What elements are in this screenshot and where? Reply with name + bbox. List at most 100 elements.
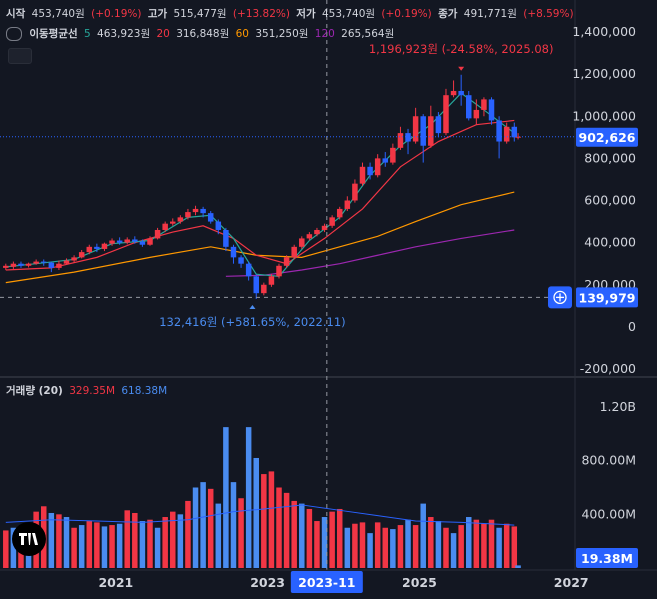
- candle-body: [177, 217, 184, 222]
- candle-body: [3, 265, 9, 268]
- candle-body: [40, 261, 47, 263]
- candle-body: [253, 276, 259, 294]
- candle-body: [496, 120, 502, 142]
- volume-bar: [147, 519, 153, 568]
- volume-bar: [458, 525, 464, 568]
- volume-bar: [139, 521, 146, 568]
- candle-body: [405, 133, 411, 142]
- volume-bar: [511, 526, 518, 568]
- plus-circle-icon: [553, 290, 567, 305]
- volume-bar: [185, 500, 191, 568]
- ma20-value: 316,848원: [176, 28, 230, 40]
- candle-body: [268, 276, 275, 285]
- volume-value-1: 329.35M: [69, 385, 116, 397]
- x-tick-label: 2021: [98, 575, 133, 590]
- candle-body: [124, 239, 130, 243]
- high-annotation: 1,196,923원 (-24.58%, 2025.08): [369, 42, 554, 56]
- open-change: (+0.19%): [91, 8, 142, 20]
- x-tick-label: 2023: [250, 575, 285, 590]
- link-icon[interactable]: [6, 27, 22, 41]
- candle-body: [238, 257, 244, 264]
- low-label: 저가: [296, 8, 316, 20]
- volume-bar: [63, 517, 70, 568]
- volume-tick-label: 1.20B: [600, 399, 636, 414]
- candle-body: [511, 126, 518, 138]
- volume-bar: [56, 514, 62, 568]
- volume-bar: [420, 503, 426, 568]
- low-marker-icon: [249, 304, 256, 309]
- candle-body: [86, 246, 93, 253]
- candle-body: [132, 239, 138, 242]
- crosshair-price-label: 139,979: [579, 290, 636, 305]
- candle-body: [450, 90, 457, 96]
- settings-gear-icon[interactable]: [8, 48, 32, 64]
- ma20-line: [5, 119, 515, 271]
- candle-body: [359, 166, 366, 184]
- current-price-tag: [576, 127, 638, 147]
- candle-body: [207, 213, 214, 222]
- candle-body: [329, 217, 335, 226]
- ma-legend-title: 이동평균선: [29, 28, 78, 40]
- volume-current-label: 19.38M: [581, 551, 633, 566]
- volume-bar: [428, 517, 434, 568]
- candle-body: [481, 99, 487, 110]
- price-tick-label: 800,000: [584, 150, 636, 165]
- close-label: 종가: [438, 8, 458, 20]
- candle-body: [261, 284, 267, 294]
- volume-bar: [374, 522, 381, 568]
- volume-bar: [109, 525, 115, 568]
- volume-bar: [192, 487, 199, 568]
- volume-bar: [359, 522, 366, 568]
- candle-body: [10, 263, 17, 267]
- candle-body: [33, 261, 39, 264]
- candle-body: [223, 229, 229, 247]
- ma120-period: 120: [314, 28, 335, 40]
- ma60-value: 351,250원: [255, 28, 309, 40]
- volume-tick-label: 400.00M: [581, 506, 636, 521]
- price-tick-label: 1,400,000: [572, 24, 636, 39]
- volume-bar: [116, 523, 123, 568]
- volume-bar: [503, 523, 510, 568]
- candle-body: [458, 90, 464, 96]
- volume-legend-title: 거래량 (20): [6, 385, 63, 397]
- candle-body: [71, 257, 77, 261]
- price-tick-label: 1,200,000: [572, 66, 636, 81]
- volume-bar: [336, 508, 343, 568]
- candle-body: [443, 95, 449, 134]
- candle-body: [321, 225, 328, 230]
- volume-bar: [515, 565, 521, 568]
- high-change: (+13.82%): [232, 8, 290, 20]
- candle-body: [101, 243, 108, 249]
- volume-bar: [465, 517, 472, 568]
- candle-body: [116, 240, 123, 243]
- candle-body: [367, 166, 373, 176]
- price-tick-label: 400,000: [584, 235, 636, 250]
- candle-body: [314, 229, 320, 235]
- volume-bar: [124, 510, 130, 568]
- candle-body: [276, 265, 282, 277]
- ma60-line: [5, 191, 515, 284]
- candle-body: [374, 158, 381, 176]
- volume-bar: [496, 527, 502, 568]
- volume-bar: [154, 527, 161, 568]
- volume-bar: [481, 523, 487, 568]
- candle-body: [283, 257, 290, 266]
- volume-legend: 거래량 (20) 329.35M 618.38M: [6, 383, 170, 398]
- high-marker-icon: [458, 66, 465, 71]
- candle-body: [48, 262, 55, 268]
- volume-bar: [306, 508, 313, 568]
- tradingview-logo-icon: [12, 522, 46, 556]
- ohlc-header: 시작 453,740원 (+0.19%) 고가 515,477원 (+13.82…: [6, 6, 577, 21]
- candle-body: [154, 229, 161, 239]
- ma120-value: 265,564원: [341, 28, 395, 40]
- volume-bar: [207, 488, 214, 568]
- candle-body: [382, 158, 389, 163]
- price-tick-label: 600,000: [584, 193, 636, 208]
- candle-body: [109, 240, 115, 244]
- volume-bar: [283, 492, 290, 568]
- volume-bar: [443, 527, 449, 568]
- volume-value-2: 618.38M: [121, 385, 168, 397]
- ma5-period: 5: [84, 28, 91, 40]
- volume-bar: [435, 521, 442, 568]
